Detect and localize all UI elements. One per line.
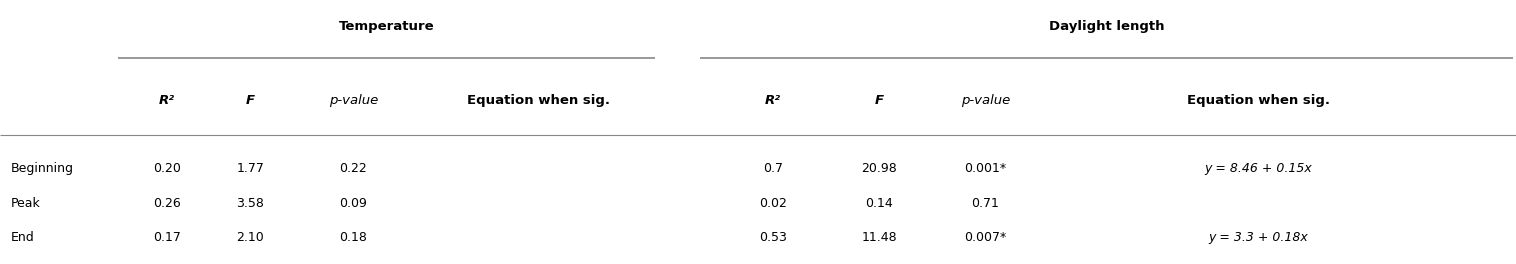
Text: y = 8.46 + 0.15x: y = 8.46 + 0.15x — [1204, 162, 1313, 176]
Text: 0.26: 0.26 — [153, 197, 180, 210]
Text: 0.02: 0.02 — [760, 197, 787, 210]
Text: 20.98: 20.98 — [861, 162, 897, 176]
Text: 0.14: 0.14 — [866, 197, 893, 210]
Text: p-value: p-value — [961, 94, 1010, 107]
Text: 0.22: 0.22 — [340, 162, 367, 176]
Text: 0.20: 0.20 — [153, 162, 180, 176]
Text: 0.18: 0.18 — [340, 231, 367, 244]
Text: y = 3.3 + 0.18x: y = 3.3 + 0.18x — [1208, 231, 1308, 244]
Text: F: F — [246, 94, 255, 107]
Text: R²: R² — [766, 94, 781, 107]
Text: Peak: Peak — [11, 197, 41, 210]
Text: 1.77: 1.77 — [236, 162, 264, 176]
Text: 0.71: 0.71 — [972, 197, 999, 210]
Text: F: F — [875, 94, 884, 107]
Text: Daylight length: Daylight length — [1049, 20, 1164, 33]
Text: p-value: p-value — [329, 94, 377, 107]
Text: Equation when sig.: Equation when sig. — [467, 94, 609, 107]
Text: Beginning: Beginning — [11, 162, 74, 176]
Text: Equation when sig.: Equation when sig. — [1187, 94, 1330, 107]
Text: 0.001*: 0.001* — [964, 162, 1007, 176]
Text: 0.17: 0.17 — [153, 231, 180, 244]
Text: 0.7: 0.7 — [763, 162, 784, 176]
Text: 0.007*: 0.007* — [964, 231, 1007, 244]
Text: 11.48: 11.48 — [861, 231, 897, 244]
Text: R²: R² — [159, 94, 174, 107]
Text: Temperature: Temperature — [338, 20, 435, 33]
Text: 2.10: 2.10 — [236, 231, 264, 244]
Text: 0.09: 0.09 — [340, 197, 367, 210]
Text: End: End — [11, 231, 35, 244]
Text: 3.58: 3.58 — [236, 197, 264, 210]
Text: 0.53: 0.53 — [760, 231, 787, 244]
